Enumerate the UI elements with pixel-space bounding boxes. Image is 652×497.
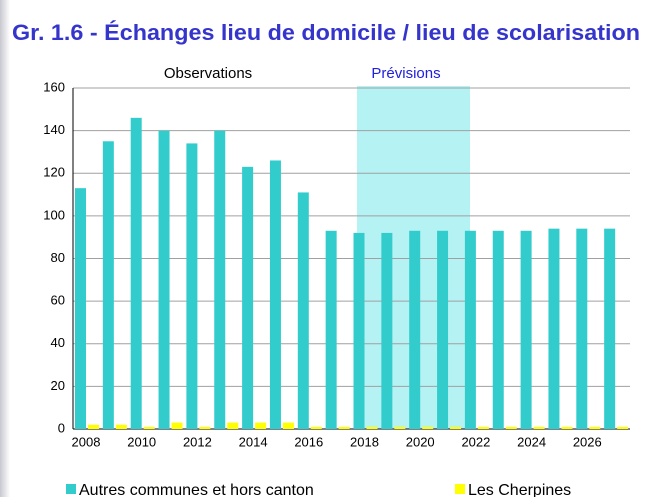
x-tick-label: 2014: [239, 434, 268, 449]
bar: [255, 422, 267, 429]
bar: [338, 426, 350, 429]
x-tick-label: 2018: [350, 434, 379, 449]
bar: [366, 426, 378, 429]
bar: [548, 228, 560, 429]
y-tick-label: 80: [51, 250, 65, 265]
x-tick-label: 2020: [406, 434, 435, 449]
bar: [88, 424, 99, 429]
bar: [604, 228, 616, 429]
bar: [437, 230, 449, 429]
bar: [199, 426, 211, 429]
bar: [533, 426, 545, 429]
y-tick-label: 120: [43, 165, 65, 180]
legend-label: Les Cherpines: [468, 482, 571, 497]
x-tick-label: 2008: [72, 434, 101, 449]
page-edge: [0, 0, 10, 497]
bar: [492, 230, 504, 429]
bar: [381, 232, 393, 429]
bar: [477, 426, 489, 429]
bar: [589, 426, 601, 429]
bar: [186, 143, 198, 429]
bar: [242, 166, 254, 429]
annotation: Observations: [164, 65, 252, 82]
x-tick-label: 2012: [183, 434, 212, 449]
bar: [143, 426, 155, 429]
bar: [282, 422, 294, 429]
bar: [227, 422, 239, 429]
legend-swatch: [66, 484, 76, 494]
bar: [269, 160, 281, 429]
x-tick-label: 2016: [294, 434, 323, 449]
bar: [297, 192, 309, 429]
bar: [617, 426, 629, 429]
y-tick-label: 20: [51, 378, 65, 393]
bar: [115, 424, 127, 429]
y-tick-label: 60: [51, 293, 65, 308]
bar: [75, 188, 86, 429]
y-tick-label: 140: [43, 122, 65, 137]
bar: [394, 426, 406, 429]
legend-label: Autres communes et hors canton: [79, 482, 314, 497]
bar: [464, 230, 476, 429]
legend-swatch: [455, 484, 465, 494]
bar: [310, 426, 322, 429]
bar: [450, 426, 462, 429]
x-tick-label: 2024: [517, 434, 546, 449]
y-tick-label: 40: [51, 335, 65, 350]
y-tick-label: 160: [43, 79, 65, 94]
bar: [409, 230, 421, 429]
bar: [325, 230, 337, 429]
bar: [130, 117, 142, 430]
bar: [353, 232, 365, 429]
x-tick-label: 2026: [573, 434, 602, 449]
x-tick-label: 2010: [127, 434, 156, 449]
y-tick-label: 0: [58, 420, 65, 435]
chart-title: Gr. 1.6 - Échanges lieu de domicile / li…: [12, 20, 640, 45]
bar: [158, 130, 170, 429]
bar: [505, 426, 517, 429]
bar: [422, 426, 434, 429]
bar: [576, 228, 588, 429]
bar: [171, 422, 183, 429]
bar: [214, 130, 226, 429]
bar: [102, 141, 114, 429]
bar: [561, 426, 573, 429]
y-tick-label: 100: [43, 207, 65, 222]
bar: [520, 230, 532, 429]
x-tick-label: 2022: [461, 434, 490, 449]
annotation: Prévisions: [371, 65, 440, 82]
